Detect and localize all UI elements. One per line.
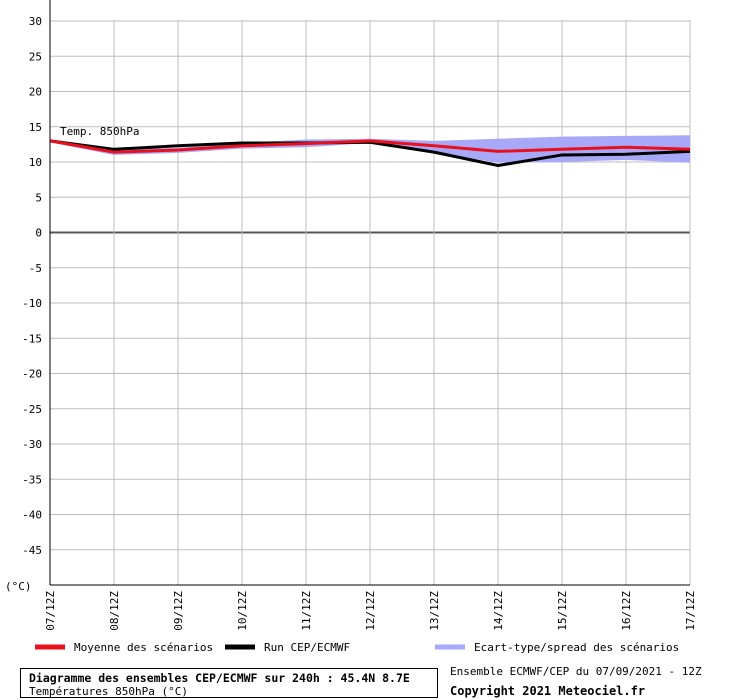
y-tick-label: 20 (29, 86, 42, 99)
y-tick-label: 5 (35, 191, 42, 204)
y-tick-label: 15 (29, 121, 42, 134)
y-tick-label: 30 (29, 15, 42, 28)
legend-label: Moyenne des scénarios (74, 641, 213, 654)
x-tick-label: 13/12Z (428, 591, 441, 631)
x-tick-label: 15/12Z (556, 591, 569, 631)
spread-band (50, 135, 690, 163)
x-tick-label: 08/12Z (108, 591, 121, 631)
series-lines (49, 139, 691, 168)
y-tick-label: -5 (29, 262, 42, 275)
x-tick-label: 14/12Z (492, 591, 505, 631)
y-tick-label: -40 (22, 509, 42, 522)
axes: 30 25 20 15 10 5 0 -5 -10 -15 -20 -25 -30 -35 -40 -45 07… (22, 0, 697, 631)
y-tick-label: -30 (22, 438, 42, 451)
y-tick-label: 0 (35, 227, 42, 240)
grid (49, 20, 691, 586)
y-tick-label: -10 (22, 297, 42, 310)
legend: Moyenne des scénarios Run CEP/ECMWF Ecart-… (35, 641, 679, 654)
x-tick-label: 17/12Z (684, 591, 697, 631)
x-tick-label: 11/12Z (300, 591, 313, 631)
y-tick-label: -35 (22, 473, 42, 486)
spread-area (50, 135, 690, 163)
chart-title-box: Diagramme des ensembles CEP/ECMWF sur 24… (20, 668, 438, 698)
y-axis-unit: (°C) (5, 580, 32, 593)
legend-label: Ecart-type/spread des scénarios (474, 641, 679, 654)
copyright: Copyright 2021 Meteociel.fr (450, 684, 646, 698)
y-tick-label: -25 (22, 403, 42, 416)
x-tick-label: 10/12Z (236, 591, 249, 631)
x-tick-label: 07/12Z (44, 591, 57, 631)
ensemble-info: Ensemble ECMWF/CEP du 07/09/2021 - 12Z (450, 665, 702, 678)
x-tick-label: 16/12Z (620, 591, 633, 631)
y-tick-label: 25 (29, 50, 42, 63)
chart-subtitle: Températures 850hPa (°C) (29, 685, 188, 698)
chart-title: Diagramme des ensembles CEP/ECMWF sur 24… (29, 671, 410, 685)
x-tick-label: 09/12Z (172, 591, 185, 631)
y-tick-label: -20 (22, 368, 42, 381)
series-line-mean (49, 139, 691, 154)
legend-label: Run CEP/ECMWF (264, 641, 350, 654)
x-tick-label: 12/12Z (364, 591, 377, 631)
series-label: Temp. 850hPa (60, 125, 139, 138)
y-tick-label: -15 (22, 332, 42, 345)
y-tick-label: -45 (22, 544, 42, 557)
y-tick-label: 10 (29, 156, 42, 169)
